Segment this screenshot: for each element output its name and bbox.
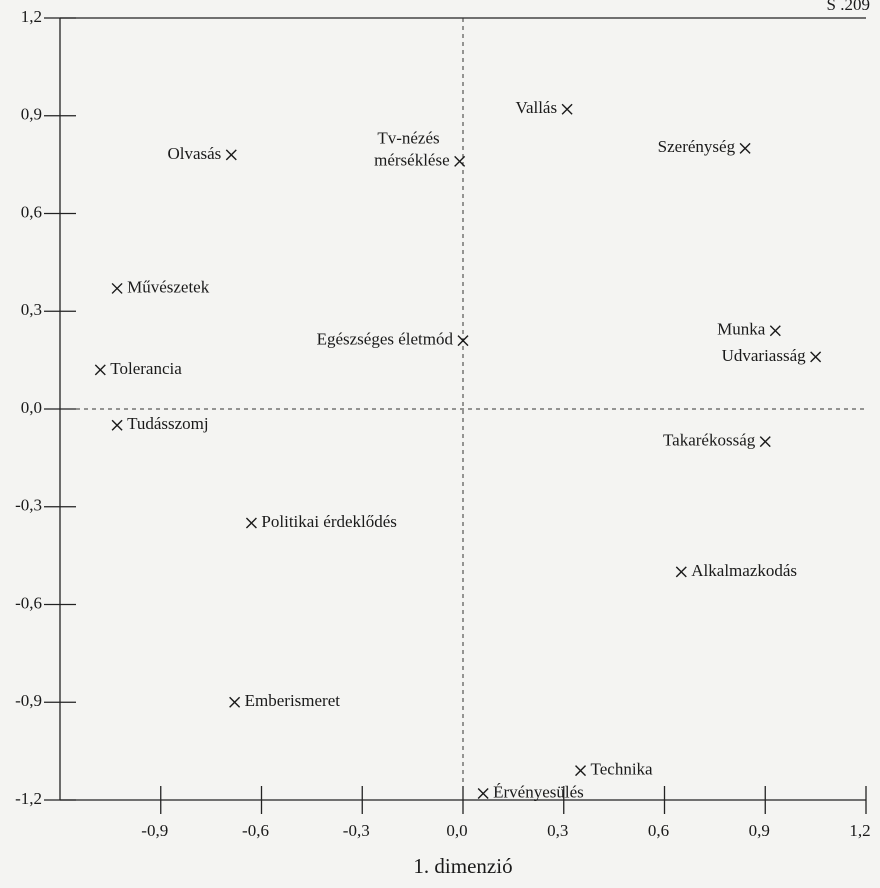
marker-stroke [477, 787, 489, 799]
point [675, 566, 687, 578]
marker-stroke [454, 155, 466, 167]
marker-stroke [229, 696, 241, 708]
point [810, 351, 822, 363]
page-label: S .209 [827, 0, 870, 14]
point [245, 517, 257, 529]
point [457, 335, 469, 347]
point [561, 103, 573, 115]
y-tick-label: 1,2 [21, 7, 42, 26]
point-label: Vallás [516, 98, 558, 117]
point [759, 436, 771, 448]
marker-stroke [225, 149, 237, 161]
x-tick-label: -0,9 [141, 821, 168, 840]
point-label: Érvényesülés [493, 782, 584, 801]
x-tick-label: 0,0 [446, 821, 467, 840]
point-label: Tudásszomj [127, 414, 209, 433]
point-label: Művészetek [127, 277, 210, 296]
y-tick-label: -0,9 [15, 691, 42, 710]
marker-stroke [810, 351, 822, 363]
point-label: mérséklése [374, 150, 450, 169]
marker-stroke [769, 325, 781, 337]
x-tick-label: 1,2 [849, 821, 870, 840]
marker-stroke [759, 436, 771, 448]
point [225, 149, 237, 161]
point-label: Politikai érdeklődés [261, 512, 397, 531]
point-label: Alkalmazkodás [691, 561, 797, 580]
x-tick-label: 0,6 [648, 821, 669, 840]
point-label: Tolerancia [110, 359, 182, 378]
marker-stroke [739, 142, 751, 154]
point [111, 282, 123, 294]
marker-stroke [561, 103, 573, 115]
marker-stroke [245, 517, 257, 529]
marker-stroke [111, 419, 123, 431]
point-label: Munka [717, 320, 766, 339]
point [739, 142, 751, 154]
point [94, 364, 106, 376]
point-label: Technika [591, 760, 654, 779]
marker-stroke [675, 566, 687, 578]
marker-stroke [94, 364, 106, 376]
y-tick-label: 0,6 [21, 202, 42, 221]
point [454, 155, 466, 167]
point [575, 765, 587, 777]
y-tick-label: -0,6 [15, 593, 42, 612]
point-label: Egészséges életmód [317, 329, 454, 348]
point-label: Udvariasság [722, 346, 807, 365]
x-tick-label: 0,3 [547, 821, 568, 840]
x-axis-label: 1. dimenzió [413, 854, 512, 878]
x-tick-label: -0,3 [343, 821, 370, 840]
point [111, 419, 123, 431]
y-tick-label: 0,9 [21, 105, 42, 124]
y-tick-label: -0,3 [15, 496, 42, 515]
y-tick-label: -1,2 [15, 789, 42, 808]
y-tick-label: 0,3 [21, 300, 42, 319]
x-tick-label: 0,9 [749, 821, 770, 840]
point-label: Szerénység [658, 137, 736, 156]
point-label: Tv-nézés [377, 128, 439, 147]
point [477, 787, 489, 799]
point-label: Emberismeret [245, 691, 341, 710]
point [769, 325, 781, 337]
point [229, 696, 241, 708]
point-label: Olvasás [167, 144, 221, 163]
marker-stroke [575, 765, 587, 777]
y-tick-label: 0,0 [21, 398, 42, 417]
marker-stroke [457, 335, 469, 347]
point-label: Takarékosság [663, 430, 756, 449]
marker-stroke [111, 282, 123, 294]
x-tick-label: -0,6 [242, 821, 269, 840]
